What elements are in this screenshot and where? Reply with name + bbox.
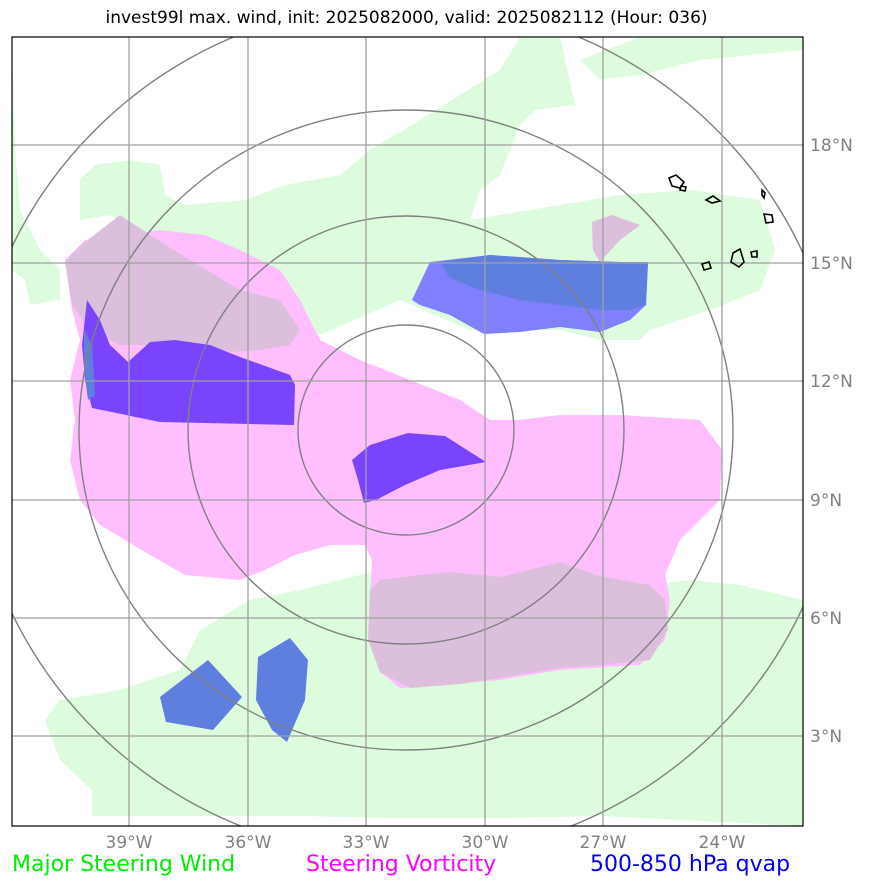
legend: Major Steering Wind Steering Vorticity 5… — [0, 852, 873, 884]
island-boa-vista — [762, 213, 774, 224]
island-coastlines — [667, 174, 774, 271]
lon-tick-label: 33°W — [343, 833, 390, 853]
lon-tick-labels: 39°W 36°W 33°W 30°W 27°W 24°W — [106, 833, 746, 853]
qvap-region-ne-medium — [440, 255, 648, 310]
qvap-region-center — [352, 433, 486, 503]
lat-tick-labels: 18°N 15°N 12°N 9°N 6°N 3°N — [810, 136, 853, 747]
qvap-region-sw-2 — [256, 638, 308, 742]
qvap-region-west-edge — [84, 330, 95, 400]
legend-steering-wind: Major Steering Wind — [12, 852, 236, 877]
lat-tick-label: 6°N — [810, 609, 842, 629]
map-title: invest99l max. wind, init: 2025082000, v… — [105, 8, 708, 28]
range-ring-3 — [78, 109, 734, 751]
island-maio — [750, 250, 758, 258]
lat-tick-label: 15°N — [810, 254, 853, 274]
lon-tick-label: 24°W — [699, 833, 746, 853]
range-ring-2 — [187, 215, 625, 645]
lon-tick-label: 39°W — [106, 833, 153, 853]
qvap-region-west — [82, 300, 295, 425]
lon-tick-label: 27°W — [580, 833, 627, 853]
lon-tick-label: 30°W — [462, 833, 509, 853]
legend-qvap: 500-850 hPa qvap — [590, 852, 791, 877]
range-rings — [12, 37, 803, 826]
overlap-layer — [65, 215, 668, 688]
overlap-region-ne — [592, 215, 640, 262]
map-plot-area — [12, 37, 803, 826]
island-sal — [761, 188, 766, 201]
overlap-region-south — [368, 562, 668, 688]
steering-wind-region-ne — [580, 37, 803, 80]
island-fogo — [700, 261, 713, 271]
island-santiago — [730, 247, 745, 269]
lat-tick-label: 18°N — [810, 136, 853, 156]
qvap-layer — [82, 255, 648, 742]
range-ring-1 — [297, 324, 515, 536]
qvap-region-sw-1 — [160, 660, 242, 730]
lat-tick-label: 12°N — [810, 372, 853, 392]
island-sao-vicente — [679, 185, 687, 192]
island-sao-nicolau — [704, 195, 722, 204]
legend-steering-vorticity: Steering Vorticity — [306, 852, 497, 877]
lat-tick-label: 3°N — [810, 727, 842, 747]
map-frame — [11, 36, 804, 827]
island-santo-antao — [667, 174, 686, 189]
lon-tick-label: 36°W — [225, 833, 272, 853]
lat-tick-label: 9°N — [810, 491, 842, 511]
overlap-region-west — [65, 215, 300, 352]
map-gridlines — [12, 37, 803, 826]
